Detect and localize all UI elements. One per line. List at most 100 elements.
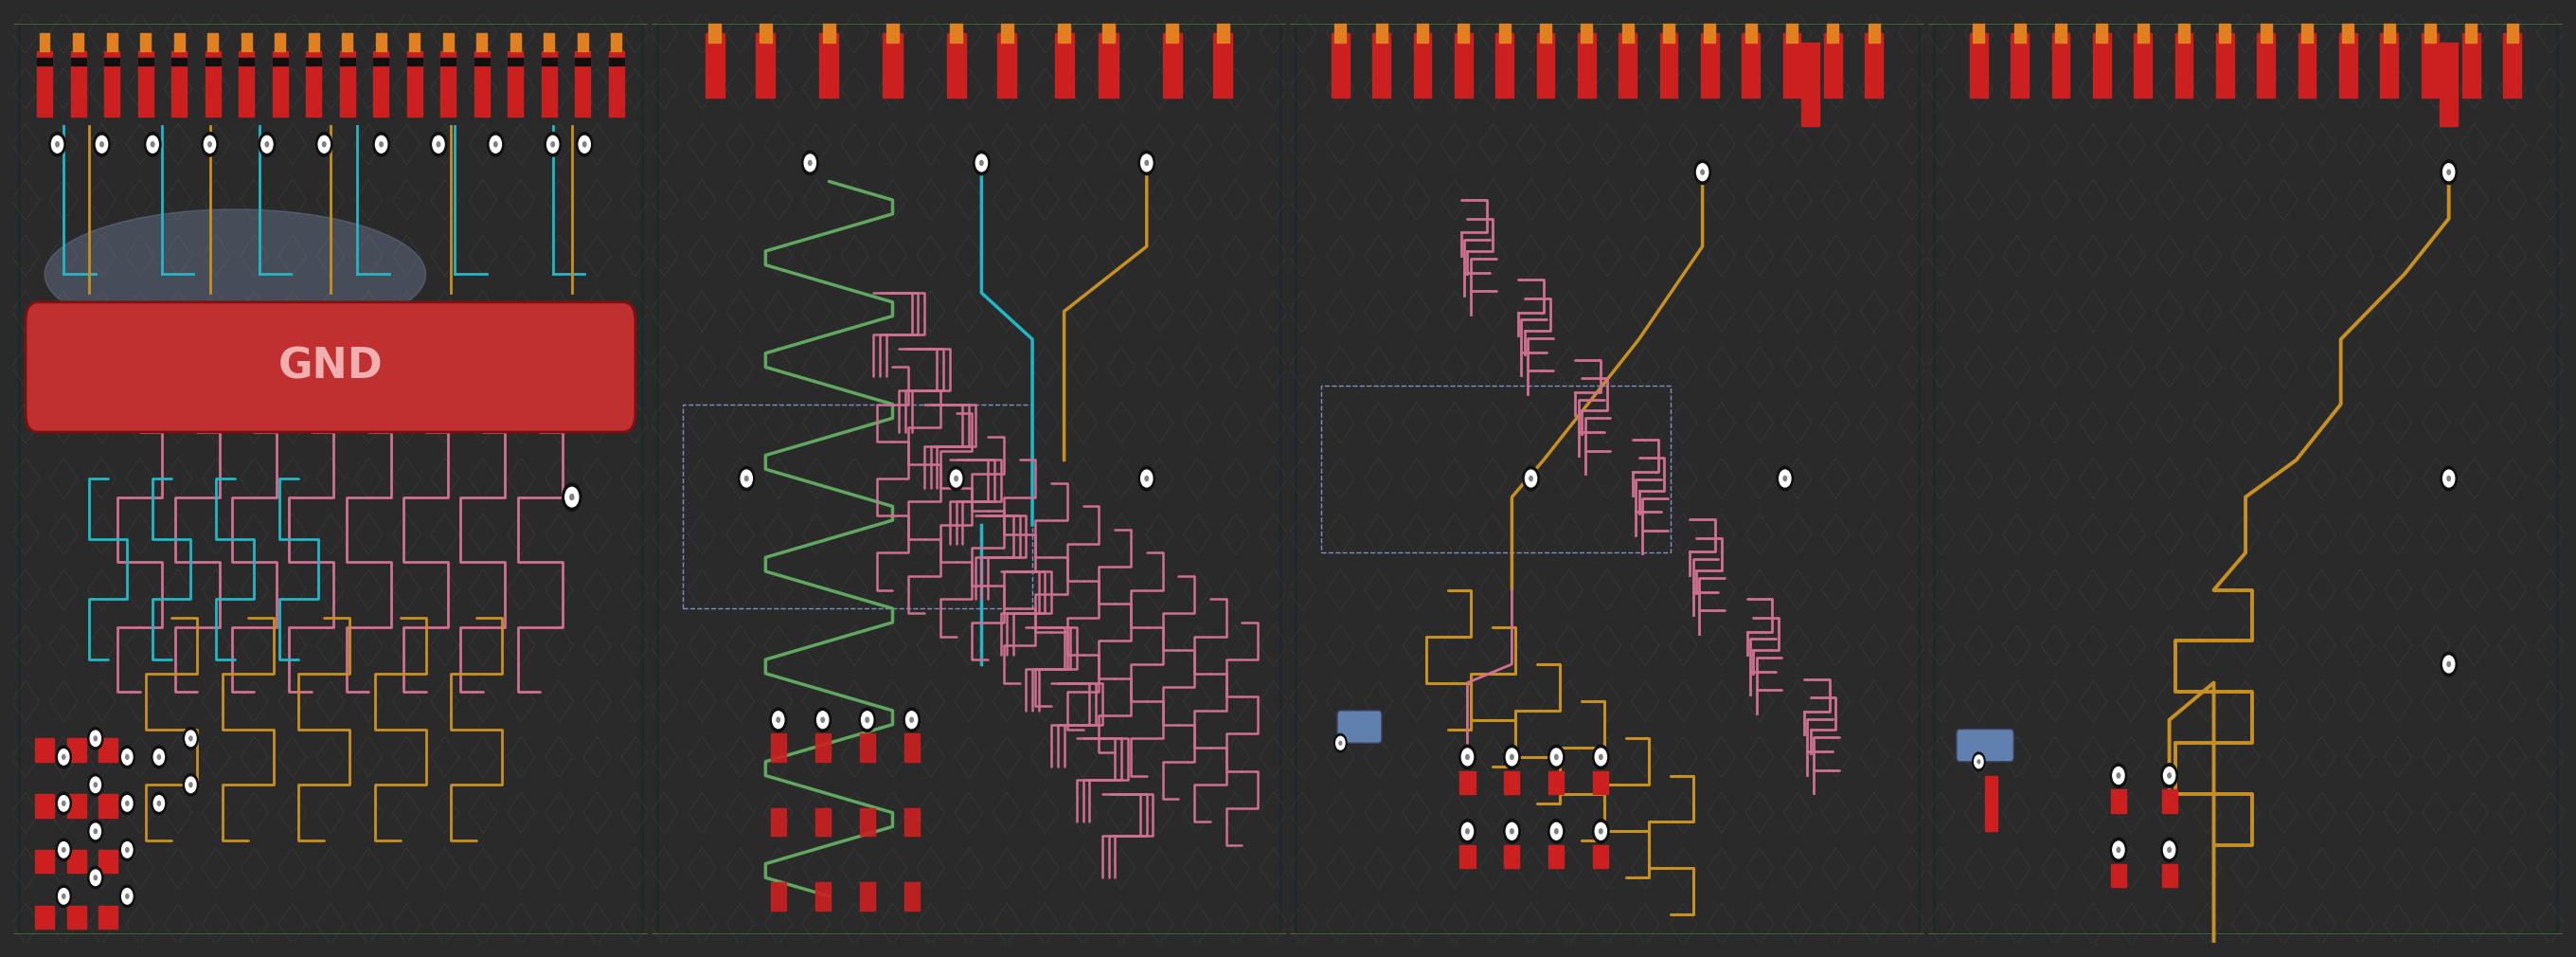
Bar (904, 882, 920, 910)
Bar (67, 905, 85, 928)
Bar (67, 739, 85, 762)
Circle shape (62, 801, 64, 806)
Circle shape (1144, 476, 1149, 481)
Circle shape (1141, 470, 1151, 487)
Circle shape (739, 466, 755, 491)
Bar (2300, 24, 2313, 42)
Bar (139, 58, 152, 65)
Circle shape (1595, 823, 1607, 839)
Bar (1455, 33, 1473, 98)
Circle shape (804, 154, 817, 171)
Circle shape (2164, 768, 2174, 784)
Circle shape (1783, 476, 1788, 481)
Bar (309, 33, 319, 52)
Bar (1213, 33, 1231, 98)
Circle shape (379, 142, 384, 146)
Bar (860, 734, 876, 762)
Bar (951, 24, 963, 42)
Circle shape (1551, 748, 1561, 766)
Circle shape (569, 494, 574, 500)
Circle shape (152, 142, 155, 146)
Circle shape (1334, 734, 1347, 752)
Circle shape (152, 792, 167, 814)
Bar (1801, 42, 1819, 125)
Bar (1167, 24, 1177, 42)
Bar (2257, 33, 2275, 98)
Bar (2179, 24, 2190, 42)
Bar (2424, 24, 2437, 42)
Bar (1216, 24, 1229, 42)
Circle shape (90, 823, 100, 839)
Bar (1054, 33, 1074, 98)
Bar (997, 33, 1018, 98)
Bar (1103, 24, 1115, 42)
Bar (474, 52, 489, 117)
Bar (1548, 771, 1564, 794)
Circle shape (2447, 476, 2450, 481)
Circle shape (2161, 837, 2177, 862)
Circle shape (147, 136, 157, 153)
Circle shape (2447, 169, 2450, 174)
Circle shape (1592, 745, 1610, 769)
Bar (1592, 771, 1607, 794)
Bar (242, 33, 252, 52)
Circle shape (1556, 829, 1558, 834)
Circle shape (430, 132, 446, 156)
Bar (36, 905, 54, 928)
Circle shape (1551, 823, 1561, 839)
Bar (1973, 24, 1984, 42)
Bar (2133, 33, 2151, 98)
Bar (2092, 33, 2110, 98)
Circle shape (185, 730, 196, 746)
Circle shape (974, 151, 989, 175)
Bar (1376, 24, 1386, 42)
Circle shape (121, 795, 131, 812)
Bar (2097, 24, 2107, 42)
Circle shape (183, 727, 198, 749)
Bar (2161, 864, 2177, 887)
Circle shape (495, 142, 497, 146)
Circle shape (93, 736, 98, 741)
Bar (1664, 24, 1674, 42)
Bar (904, 734, 920, 762)
Bar (142, 33, 149, 52)
Circle shape (93, 132, 111, 156)
Circle shape (93, 829, 98, 834)
Bar (1986, 775, 1999, 832)
Circle shape (204, 136, 216, 153)
Circle shape (1548, 745, 1564, 769)
Circle shape (2442, 656, 2455, 673)
Bar (2465, 24, 2478, 42)
Bar (443, 33, 453, 52)
Bar (70, 52, 85, 117)
Bar (2463, 33, 2481, 98)
Bar (1824, 33, 1842, 98)
Bar (1659, 33, 1677, 98)
Bar (273, 58, 289, 65)
Circle shape (2439, 652, 2458, 677)
Bar (374, 52, 389, 117)
Bar (407, 52, 422, 117)
Circle shape (1698, 164, 1708, 181)
Circle shape (155, 795, 165, 812)
Bar (683, 404, 1033, 609)
Circle shape (2442, 470, 2455, 487)
Bar (1373, 33, 1391, 98)
Circle shape (1973, 755, 1984, 768)
Circle shape (1139, 151, 1154, 175)
Bar (2174, 33, 2192, 98)
Circle shape (2117, 773, 2120, 778)
Bar (1504, 845, 1520, 868)
Bar (1334, 24, 1347, 42)
Circle shape (62, 894, 64, 899)
Bar (36, 739, 54, 762)
Circle shape (57, 838, 72, 861)
Circle shape (1777, 466, 1793, 491)
Circle shape (319, 136, 330, 153)
Circle shape (1507, 748, 1517, 766)
Circle shape (88, 866, 103, 889)
Circle shape (489, 136, 502, 153)
Bar (343, 33, 353, 52)
Bar (1497, 33, 1515, 98)
Bar (103, 52, 118, 117)
